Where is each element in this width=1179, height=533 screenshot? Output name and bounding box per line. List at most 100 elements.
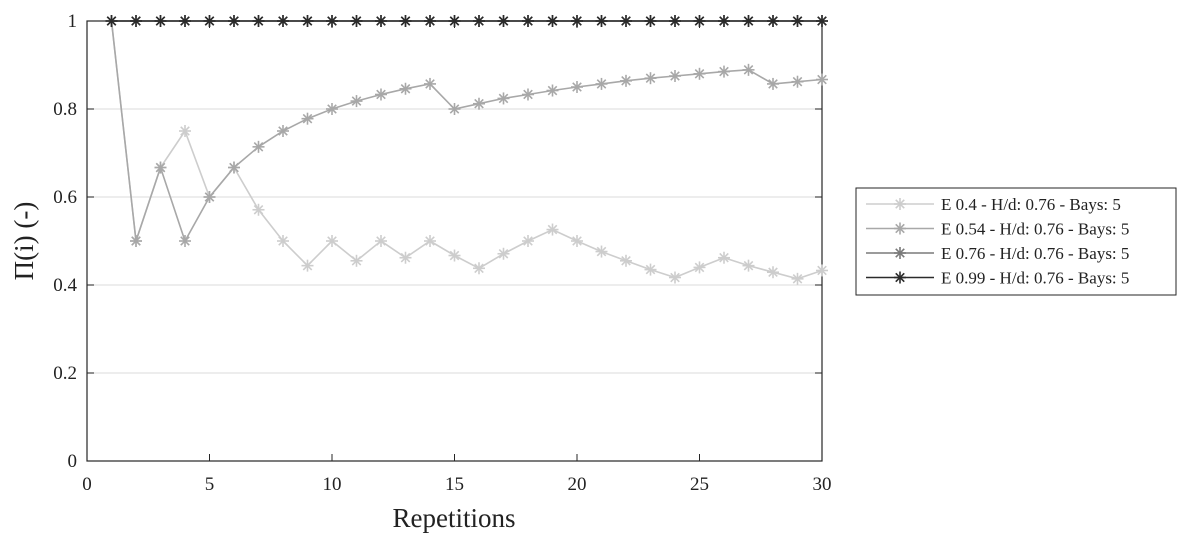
y-tick-label: 1 — [68, 11, 78, 32]
data-point-marker — [105, 15, 118, 27]
legend-marker — [894, 247, 906, 259]
x-axis-label: Repetitions — [393, 503, 516, 533]
data-point-marker — [791, 75, 804, 88]
data-point-marker — [277, 125, 289, 137]
data-point-marker — [179, 15, 191, 27]
legend-marker — [894, 198, 906, 210]
data-point-marker — [620, 74, 632, 87]
data-point-marker — [424, 15, 436, 27]
data-point-marker — [546, 223, 559, 236]
data-point-marker — [473, 97, 485, 110]
data-point-marker — [767, 77, 779, 90]
data-point-marker — [571, 235, 583, 247]
data-point-marker — [742, 63, 755, 76]
data-point-marker — [448, 249, 461, 262]
data-point-marker — [448, 15, 461, 27]
data-point-marker — [448, 103, 461, 115]
data-point-marker — [546, 84, 559, 97]
data-point-marker — [228, 161, 240, 174]
data-point-marker — [693, 15, 706, 27]
data-point-marker — [546, 15, 559, 27]
data-point-marker — [301, 112, 314, 125]
data-point-marker — [522, 15, 534, 27]
legend-label: E 0.54 - H/d: 0.76 - Bays: 5 — [941, 220, 1129, 239]
y-tick-label: 0.6 — [53, 187, 77, 208]
data-point-marker — [767, 15, 779, 27]
legend-label: E 0.4 - H/d: 0.76 - Bays: 5 — [941, 195, 1121, 214]
x-tick-label: 20 — [568, 474, 587, 495]
y-tick-label: 0.2 — [53, 363, 77, 384]
legend-item: E 0.99 - H/d: 0.76 - Bays: 5 — [866, 269, 1129, 288]
data-point-marker — [644, 15, 657, 27]
data-point-marker — [669, 70, 681, 82]
data-point-marker — [816, 73, 828, 86]
data-point-marker — [252, 15, 265, 27]
x-tick-label: 0 — [82, 474, 92, 495]
data-point-marker — [791, 272, 804, 285]
data-point-marker — [154, 15, 167, 27]
data-point-marker — [693, 261, 706, 274]
data-point-marker — [767, 266, 779, 279]
x-tick-label: 10 — [323, 474, 342, 495]
data-point-marker — [179, 125, 191, 137]
data-point-marker — [399, 15, 412, 27]
data-point-marker — [399, 82, 412, 95]
data-point-marker — [644, 72, 657, 85]
data-point-marker — [326, 15, 338, 27]
data-point-marker — [375, 88, 387, 101]
y-tick-label: 0 — [68, 451, 78, 472]
data-point-marker — [620, 15, 632, 27]
y-axis-label: Π(i) (-) — [9, 202, 39, 281]
data-point-marker — [424, 77, 436, 90]
data-point-marker — [350, 15, 363, 27]
series-2 — [105, 15, 828, 247]
data-point-marker — [301, 15, 314, 27]
data-point-marker — [277, 235, 289, 247]
data-point-marker — [154, 161, 167, 174]
data-point-marker — [595, 245, 608, 258]
legend-marker — [894, 271, 906, 284]
data-point-marker — [669, 271, 681, 284]
grid-lines — [87, 108, 822, 374]
data-point-marker — [816, 264, 828, 277]
data-point-marker — [326, 103, 338, 115]
legend-item: E 0.54 - H/d: 0.76 - Bays: 5 — [866, 220, 1129, 239]
data-point-marker — [375, 15, 387, 27]
data-point-marker — [742, 15, 755, 27]
data-point-marker — [595, 15, 608, 27]
data-point-marker — [350, 254, 363, 267]
y-tick-label: 0.4 — [53, 275, 77, 296]
data-point-marker — [203, 191, 216, 203]
data-point-marker — [350, 95, 363, 108]
data-point-marker — [742, 259, 755, 272]
x-tick-label: 25 — [690, 474, 709, 495]
data-point-marker — [571, 81, 583, 93]
data-point-marker — [497, 92, 510, 105]
legend-marker — [894, 222, 906, 235]
legend-label: E 0.76 - H/d: 0.76 - Bays: 5 — [941, 244, 1129, 263]
x-tick-label: 30 — [813, 474, 832, 495]
series-line — [110, 20, 823, 243]
series-1 — [105, 15, 828, 285]
data-point-marker — [497, 15, 510, 27]
data-point-marker — [497, 247, 510, 260]
axis-ticks: 00.20.40.60.810 5 10 15 20 25 30 — [53, 11, 831, 495]
data-point-marker — [473, 15, 485, 27]
data-point-marker — [791, 15, 804, 27]
data-point-marker — [228, 15, 240, 27]
data-point-marker — [718, 65, 730, 78]
data-point-marker — [595, 77, 608, 90]
data-point-marker — [130, 235, 142, 247]
series-lines — [105, 15, 828, 285]
data-point-marker — [571, 15, 583, 27]
data-point-marker — [375, 235, 387, 247]
data-point-marker — [179, 235, 191, 247]
x-tick-label: 15 — [445, 474, 464, 495]
data-point-marker — [473, 262, 485, 275]
legend-label: E 0.99 - H/d: 0.76 - Bays: 5 — [941, 269, 1129, 288]
data-point-marker — [326, 235, 338, 247]
data-point-marker — [522, 88, 534, 101]
data-point-marker — [301, 259, 314, 272]
data-point-marker — [718, 15, 730, 27]
